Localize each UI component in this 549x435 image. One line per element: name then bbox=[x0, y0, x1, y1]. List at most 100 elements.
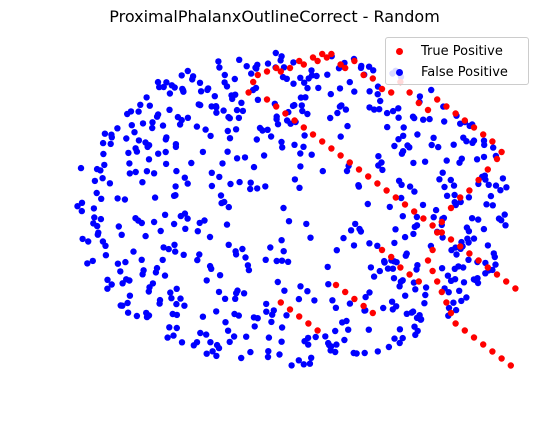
point-false-positive-74 bbox=[90, 205, 98, 212]
point-false-positive-19 bbox=[224, 148, 231, 155]
point-false-positive-582 bbox=[102, 252, 110, 259]
point-false-positive-480 bbox=[221, 198, 228, 206]
point-true-positive-77 bbox=[328, 145, 335, 152]
point-false-positive-161 bbox=[374, 242, 381, 249]
point-false-positive-541 bbox=[196, 251, 203, 258]
point-true-positive-65 bbox=[277, 299, 284, 306]
point-false-positive-51 bbox=[177, 295, 184, 302]
point-false-positive-393 bbox=[178, 72, 185, 79]
point-false-positive-288 bbox=[278, 338, 285, 345]
point-false-positive-140 bbox=[95, 229, 102, 236]
point-false-positive-116 bbox=[436, 176, 443, 183]
point-false-positive-10 bbox=[370, 273, 378, 280]
point-false-positive-274 bbox=[135, 137, 143, 144]
point-false-positive-578 bbox=[283, 117, 291, 124]
point-false-positive-520 bbox=[238, 354, 245, 362]
point-false-positive-310 bbox=[262, 183, 269, 190]
point-false-positive-138 bbox=[114, 125, 121, 132]
point-false-positive-589 bbox=[290, 80, 297, 87]
point-false-positive-448 bbox=[278, 138, 285, 146]
point-false-positive-153 bbox=[162, 148, 169, 156]
point-true-positive-89 bbox=[438, 229, 445, 236]
point-false-positive-452 bbox=[397, 278, 405, 285]
point-false-positive-529 bbox=[301, 338, 308, 345]
point-false-positive-272 bbox=[455, 263, 462, 270]
point-false-positive-576 bbox=[236, 178, 243, 186]
point-false-positive-397 bbox=[409, 113, 417, 120]
point-false-positive-353 bbox=[312, 333, 319, 341]
point-false-positive-592 bbox=[311, 297, 318, 304]
point-false-positive-412 bbox=[413, 266, 420, 273]
point-false-positive-128 bbox=[149, 124, 156, 132]
point-false-positive-373 bbox=[322, 333, 329, 340]
point-false-positive-81 bbox=[379, 166, 386, 174]
point-false-positive-357 bbox=[264, 126, 271, 133]
point-false-positive-498 bbox=[118, 231, 125, 238]
point-true-positive-91 bbox=[457, 243, 464, 250]
point-false-positive-401 bbox=[278, 237, 285, 244]
point-false-positive-483 bbox=[351, 88, 358, 95]
point-false-positive-501 bbox=[445, 304, 453, 312]
point-false-positive-451 bbox=[166, 90, 174, 97]
point-false-positive-445 bbox=[253, 136, 260, 143]
point-false-positive-381 bbox=[99, 139, 107, 147]
point-false-positive-617 bbox=[490, 144, 497, 151]
point-false-positive-539 bbox=[398, 194, 405, 202]
point-false-positive-616 bbox=[400, 132, 407, 139]
point-false-positive-225 bbox=[470, 235, 478, 242]
point-false-positive-181 bbox=[420, 116, 427, 123]
point-true-positive-55 bbox=[378, 246, 386, 254]
point-false-positive-321 bbox=[159, 122, 167, 129]
point-false-positive-493 bbox=[228, 92, 235, 99]
point-false-positive-191 bbox=[138, 256, 145, 263]
point-false-positive-8 bbox=[250, 163, 258, 171]
point-false-positive-386 bbox=[403, 310, 410, 317]
point-false-positive-549 bbox=[278, 257, 286, 264]
point-false-positive-43 bbox=[240, 290, 248, 297]
point-false-positive-213 bbox=[484, 242, 492, 249]
point-false-positive-517 bbox=[101, 130, 109, 137]
point-false-positive-130 bbox=[173, 285, 180, 292]
point-false-positive-105 bbox=[171, 241, 178, 248]
legend-label-false-positive: False Positive bbox=[421, 64, 508, 80]
point-false-positive-545 bbox=[408, 309, 415, 316]
point-false-positive-563 bbox=[248, 70, 255, 77]
point-false-positive-534 bbox=[308, 72, 316, 79]
point-false-positive-527 bbox=[97, 215, 105, 223]
point-false-positive-238 bbox=[182, 225, 189, 232]
point-false-positive-333 bbox=[135, 108, 142, 115]
point-false-positive-255 bbox=[143, 168, 151, 175]
point-false-positive-387 bbox=[342, 106, 350, 113]
point-false-positive-196 bbox=[221, 295, 229, 302]
point-false-positive-112 bbox=[296, 184, 303, 191]
point-false-positive-500 bbox=[453, 251, 460, 258]
point-false-positive-227 bbox=[297, 94, 305, 101]
point-false-positive-45 bbox=[332, 327, 339, 335]
point-true-positive-79 bbox=[346, 159, 353, 166]
point-true-positive-54 bbox=[507, 362, 514, 369]
point-false-positive-344 bbox=[295, 295, 303, 303]
point-true-positive-28 bbox=[461, 117, 468, 124]
point-false-positive-201 bbox=[465, 194, 473, 201]
point-false-positive-194 bbox=[299, 107, 306, 115]
point-true-positive-68 bbox=[305, 320, 312, 327]
point-true-positive-46 bbox=[443, 299, 450, 306]
point-false-positive-57 bbox=[306, 360, 314, 367]
point-false-positive-211 bbox=[215, 288, 223, 296]
point-true-positive-80 bbox=[355, 166, 363, 173]
point-false-positive-236 bbox=[439, 169, 446, 176]
point-false-positive-455 bbox=[475, 216, 482, 223]
point-false-positive-376 bbox=[304, 84, 311, 92]
point-false-positive-296 bbox=[90, 220, 97, 227]
point-false-positive-385 bbox=[77, 164, 85, 172]
point-false-positive-193 bbox=[223, 83, 231, 90]
point-false-positive-364 bbox=[438, 265, 446, 272]
point-false-positive-182 bbox=[480, 153, 488, 161]
point-false-positive-283 bbox=[403, 250, 410, 257]
point-true-positive-43 bbox=[429, 267, 436, 275]
point-false-positive-171 bbox=[102, 242, 109, 249]
point-false-positive-179 bbox=[216, 173, 223, 181]
point-false-positive-458 bbox=[163, 134, 170, 141]
point-false-positive-586 bbox=[391, 335, 398, 342]
point-false-positive-339 bbox=[122, 258, 129, 266]
